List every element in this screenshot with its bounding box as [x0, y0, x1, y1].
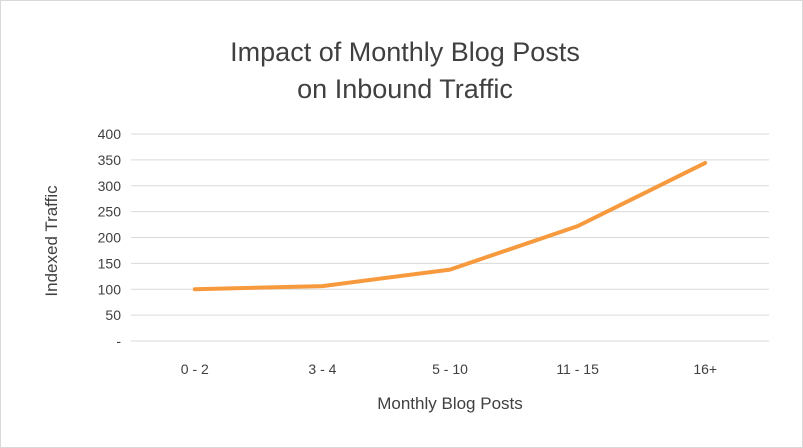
x-axis-tick-labels: 0 - 2 3 - 4 5 - 10 11 - 15 16+ — [181, 361, 717, 377]
x-tick-label: 0 - 2 — [181, 361, 209, 377]
chart-title: Impact of Monthly Blog Posts on Inbound … — [230, 37, 580, 104]
y-tick-label: - — [116, 333, 121, 349]
y-tick-label: 150 — [98, 255, 122, 271]
x-tick-label: 16+ — [693, 361, 717, 377]
y-tick-label: 50 — [105, 307, 121, 323]
chart-title-line-2: on Inbound Traffic — [297, 74, 513, 104]
series-line — [192, 160, 708, 292]
x-tick-label: 11 - 15 — [556, 361, 599, 377]
series-layer — [192, 160, 708, 292]
x-tick-label: 5 - 10 — [432, 361, 468, 377]
x-axis-title: Monthly Blog Posts — [377, 394, 523, 413]
y-tick-label: 350 — [98, 152, 122, 168]
y-axis-title: Indexed Traffic — [42, 185, 61, 297]
y-tick-label: 300 — [98, 178, 122, 194]
y-tick-label: 250 — [98, 204, 122, 220]
chart-title-line-1: Impact of Monthly Blog Posts — [230, 37, 580, 67]
y-tick-label: 200 — [98, 230, 122, 246]
y-tick-label: 100 — [98, 281, 122, 297]
gridlines — [131, 133, 769, 342]
y-axis-tick-labels: - 50 100 150 200 250 300 350 400 — [98, 126, 122, 349]
y-tick-label: 400 — [98, 126, 122, 142]
x-tick-label: 3 - 4 — [308, 361, 336, 377]
